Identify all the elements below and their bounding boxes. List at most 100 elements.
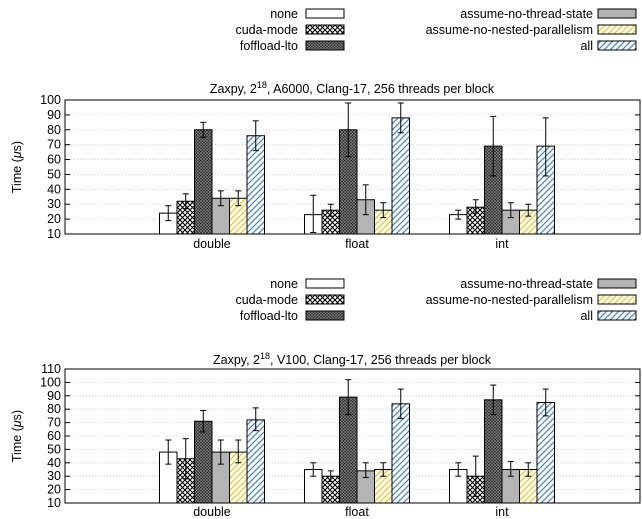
legend-swatch [305,8,345,19]
chart-panel-1: none cuda-mode foffload-lto assume-no-threa… [10,7,641,251]
error-bar-cuda-mode-double [182,438,189,480]
y-axis-label-prefix: Time ( [10,426,24,462]
error-bar-assume-no-thread-state-int [507,202,514,219]
y-axis-label-suffix: s) [10,141,24,151]
error-bar-foffload-lto-double [200,410,207,433]
error-bar-none-float [310,462,317,477]
y-tick-label: 70 [47,138,61,152]
chart-title-superscript: 18 [257,80,267,90]
y-tick-label: 30 [47,197,61,211]
error-bar-all-int [542,117,549,177]
y-tick-label: 100 [40,375,61,389]
y-tick-label: 60 [47,429,61,443]
error-bar-cuda-mode-float [327,203,334,217]
error-bar-all-double [252,120,259,152]
error-bar-all-float [397,102,404,134]
y-axis-label-prefix: Time ( [10,157,24,193]
legend-swatch [305,278,345,289]
error-bar-assume-no-nested-parallelism-int [525,203,532,217]
legend-label: assume-no-thread-state [460,7,593,21]
legend: none cuda-mode foffload-lto assume-no-threa… [235,7,637,53]
plot-frame [64,99,641,235]
y-tick-label: 10 [47,496,61,510]
error-bar-assume-no-thread-state-double [217,439,224,465]
error-bar-foffload-lto-float [345,102,352,158]
y-tick-label: 70 [47,416,61,430]
chart-panel-2: none cuda-mode foffload-lto assume-no-threa… [10,277,641,519]
y-tick-label: 20 [47,483,61,497]
error-bar-assume-no-thread-state-float [362,184,369,216]
error-bar-cuda-mode-int [472,455,479,497]
error-bar-assume-no-thread-state-float [362,462,369,479]
y-tick-label: 50 [47,442,61,456]
error-bar-none-int [455,462,462,477]
y-axis-label-suffix: s) [10,410,24,420]
x-tick-label: int [495,237,509,251]
y-axis-label: Time (μs) [10,410,24,462]
y-tick-label: 40 [47,456,61,470]
x-tick-label: int [495,505,509,519]
y-axis-label-mu: μ [10,151,24,159]
legend-swatch [597,294,637,305]
legend-label: foffload-lto [240,39,298,53]
legend-label: none [270,277,298,291]
legend-swatch [305,294,345,305]
bars [159,102,555,235]
y-tick-label: 50 [47,167,61,181]
chart-title: Zaxpy, 218, A6000, Clang-17, 256 threads… [210,80,495,96]
legend-label: assume-no-nested-parallelism [426,293,593,307]
legend-label: assume-no-nested-parallelism [426,23,593,37]
y-tick-label: 80 [47,123,61,137]
bar-foffload-lto-double [194,420,213,504]
error-bar-foffload-lto-double [200,121,207,138]
error-bar-foffload-lto-int [490,384,497,416]
y-tick-label: 80 [47,402,61,416]
error-bar-assume-no-thread-state-double [217,190,224,207]
error-bar-cuda-mode-double [182,193,189,210]
y-tick-label: 90 [47,389,61,403]
bar-foffload-lto-int [484,399,503,504]
error-bar-none-int [455,209,462,220]
bars [159,379,555,504]
legend-swatch [597,8,637,19]
error-bar-none-float [310,194,317,234]
y-tick-label: 20 [47,212,61,226]
chart-title-suffix: , V100, Clang-17, 256 threads per block [270,353,492,367]
error-bar-assume-no-nested-parallelism-float [380,202,387,219]
legend-swatch [305,310,345,321]
x-tick-label: float [345,237,369,251]
y-tick-label: 60 [47,153,61,167]
chart-title-prefix: Zaxpy, 2 [210,82,257,96]
y-tick-label: 100 [40,93,61,107]
y-axis-label-mu: μ [10,420,24,428]
legend-label: all [580,39,593,53]
error-bar-assume-no-nested-parallelism-double [235,190,242,207]
error-bar-foffload-lto-float [345,379,352,416]
error-bar-cuda-mode-float [327,470,334,483]
legend-swatch [305,24,345,35]
legend-swatch [597,278,637,289]
error-bar-all-float [397,388,404,420]
x-tick-label: double [193,505,231,519]
legend-label: assume-no-thread-state [460,277,593,291]
x-tick-label: double [193,237,231,251]
error-bar-none-double [165,439,172,465]
error-bar-foffload-lto-int [490,115,497,177]
bar-all-int [536,402,555,504]
y-tick-label: 30 [47,469,61,483]
y-tick-label: 110 [41,362,61,376]
plot-frame [64,368,641,504]
legend-swatch [305,40,345,51]
legend-swatch [597,310,637,321]
legend-label: all [580,309,593,323]
legend-label: foffload-lto [240,309,298,323]
legend-label: none [270,7,298,21]
error-bar-assume-no-thread-state-int [507,460,514,477]
legend-label: cuda-mode [235,23,298,37]
chart-title-superscript: 18 [260,351,270,361]
y-tick-label: 10 [47,227,61,241]
error-bar-none-double [165,205,172,222]
